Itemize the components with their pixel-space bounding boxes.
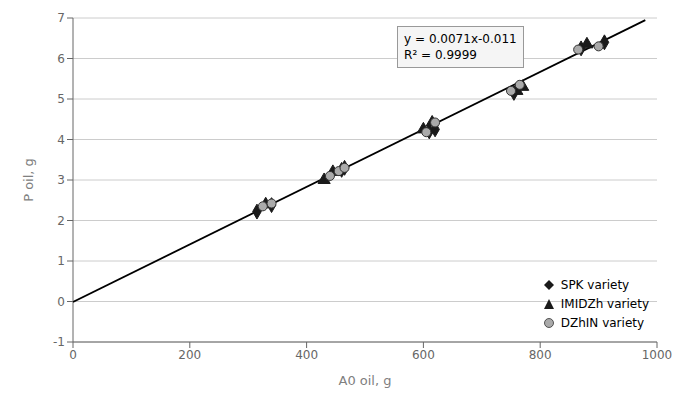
svg-text:600: 600 xyxy=(412,348,435,362)
svg-text:-1: -1 xyxy=(53,335,65,349)
html-text:IMIDZh variety: IMIDZh variety xyxy=(560,297,649,311)
svg-text:800: 800 xyxy=(529,348,552,362)
html-text:R² = 0.9999: R² = 0.9999 xyxy=(404,48,477,63)
svg-text:200: 200 xyxy=(178,348,201,362)
svg-text:0: 0 xyxy=(69,348,77,362)
svg-text:0: 0 xyxy=(57,295,65,309)
svg-text:1000: 1000 xyxy=(642,348,673,362)
html-text:DZhIN variety: DZhIN variety xyxy=(560,316,645,330)
svg-text:1: 1 xyxy=(57,254,65,268)
svg-text:7: 7 xyxy=(57,11,65,25)
svg-text:4: 4 xyxy=(57,133,65,147)
svg-text:A0 oil, g: A0 oil, g xyxy=(339,373,392,388)
svg-text:P oil, g: P oil, g xyxy=(21,158,36,202)
html-text:SPK variety: SPK variety xyxy=(560,278,630,292)
svg-text:2: 2 xyxy=(57,214,65,228)
svg-text:6: 6 xyxy=(57,52,65,66)
svg-text:400: 400 xyxy=(295,348,318,362)
html-text:y = 0.0071x-0.011: y = 0.0071x-0.011 xyxy=(404,32,517,47)
svg-text:5: 5 xyxy=(57,92,65,106)
svg-text:3: 3 xyxy=(57,173,65,187)
